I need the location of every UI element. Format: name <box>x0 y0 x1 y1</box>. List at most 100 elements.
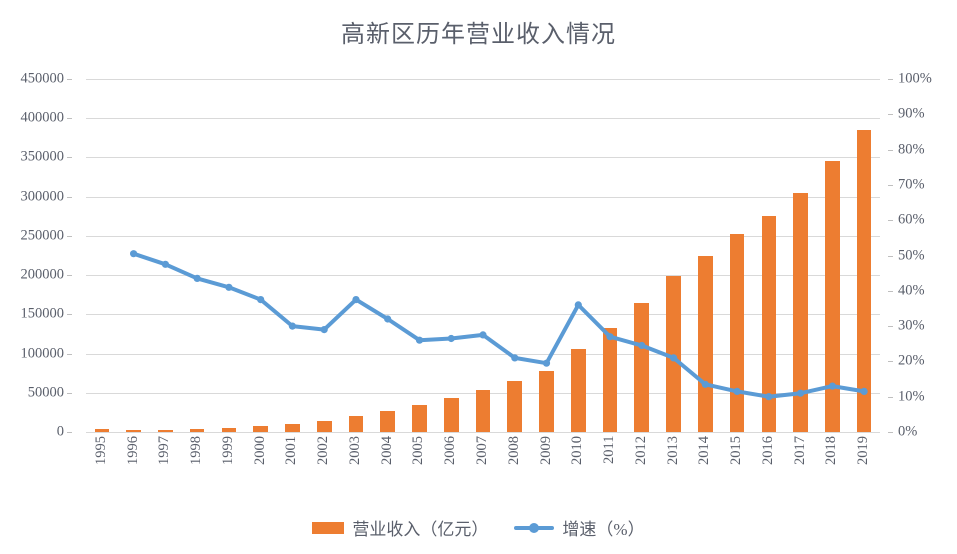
x-axis-tick-label-2006: 2006 <box>442 436 459 465</box>
left-axis-tick-mark <box>67 235 72 237</box>
bar-2003[interactable] <box>348 415 364 432</box>
bar-2019[interactable] <box>856 130 872 432</box>
bar-2006[interactable] <box>443 398 459 432</box>
legend-label-growth: 增速（%） <box>562 520 645 539</box>
line-point-2010[interactable] <box>574 301 582 309</box>
gridline <box>86 118 880 120</box>
line-point-2013[interactable] <box>670 354 678 362</box>
right-axis-tick-label: 0% <box>898 423 918 440</box>
right-axis-tick-mark <box>888 79 893 80</box>
bar-series-营业收入 <box>86 79 880 432</box>
line-point-2007[interactable] <box>479 331 487 339</box>
line-point-2005[interactable] <box>415 336 424 344</box>
right-axis-tick-label: 40% <box>898 282 925 299</box>
x-axis-tick-label-2016: 2016 <box>759 436 776 465</box>
bar-2017[interactable] <box>793 192 808 432</box>
legend-item-growth[interactable]: 增速（%） <box>514 515 645 540</box>
left-axis-tick-mark <box>67 118 72 120</box>
x-axis-tick-label-2005: 2005 <box>410 436 427 465</box>
right-axis-tick-mark <box>888 149 893 151</box>
line-point-2004[interactable] <box>384 315 392 323</box>
line-point-1999[interactable] <box>225 283 233 291</box>
right-axis-tick-mark <box>888 114 893 116</box>
left-axis-tick-label: 50000 <box>27 384 64 401</box>
gridline <box>86 432 880 433</box>
left-axis-tick-label: 200000 <box>20 266 65 283</box>
line-point-2011[interactable] <box>606 333 614 341</box>
right-axis-tick-mark <box>888 255 893 257</box>
bar-2013[interactable] <box>666 275 681 432</box>
line-point-2012[interactable] <box>638 341 646 350</box>
right-axis-tick-mark <box>888 326 893 328</box>
bar-2005[interactable] <box>412 405 427 432</box>
right-axis-tick-mark <box>888 220 893 222</box>
right-axis-tick-label: 90% <box>898 105 925 122</box>
bar-2010[interactable] <box>570 348 586 432</box>
x-axis-tick-label-2004: 2004 <box>378 436 395 465</box>
right-axis-labels: 0% 10% 20% 30% 40% 50% 60% 70% 80% 90% 100% <box>888 71 953 440</box>
plot-area <box>86 79 880 433</box>
line-point-2001[interactable] <box>288 322 296 330</box>
gridline <box>86 157 880 159</box>
line-point-2016[interactable] <box>765 393 773 401</box>
legend-item-revenue[interactable]: 营业收入（亿元） <box>312 515 488 540</box>
bar-1999[interactable] <box>221 427 237 432</box>
bar-swatch-icon <box>312 521 345 534</box>
bar-2012[interactable] <box>634 302 650 432</box>
chart-legend: 营业收入（亿元） 增速（%） <box>0 515 957 540</box>
bar-1998[interactable] <box>189 428 205 432</box>
x-axis-tick-label-2014: 2014 <box>696 436 713 465</box>
line-point-2009[interactable] <box>542 359 551 367</box>
x-axis-tick-label-2007: 2007 <box>474 436 490 465</box>
bar-2000[interactable] <box>253 425 268 432</box>
bar-2001[interactable] <box>285 423 300 432</box>
line-point-2003[interactable] <box>352 296 360 304</box>
line-point-2017[interactable] <box>797 389 805 397</box>
left-axis-tick-mark <box>67 79 72 80</box>
bar-2008[interactable] <box>507 381 523 432</box>
bar-2014[interactable] <box>698 255 713 432</box>
bar-2004[interactable] <box>380 410 396 432</box>
x-axis-tick-label-1997: 1997 <box>156 436 173 465</box>
line-point-2015[interactable] <box>733 387 741 395</box>
line-point-2002[interactable] <box>320 326 328 334</box>
left-axis-tick-label: 100000 <box>20 345 65 362</box>
bar-1995[interactable] <box>94 429 110 432</box>
right-axis-tick-label: 80% <box>898 141 925 158</box>
x-axis-tick-label-2018: 2018 <box>823 436 840 465</box>
x-axis-tick-label-2000: 2000 <box>251 436 268 465</box>
bar-2015[interactable] <box>729 234 745 432</box>
bar-1996[interactable] <box>126 430 141 432</box>
line-point-2014[interactable] <box>701 380 709 388</box>
bar-2018[interactable] <box>825 160 840 432</box>
bar-2002[interactable] <box>316 420 332 432</box>
right-axis-tick-mark <box>888 396 893 398</box>
right-axis-tick-label: 60% <box>898 211 925 228</box>
line-point-2008[interactable] <box>511 354 519 362</box>
bar-2007[interactable] <box>475 390 491 432</box>
right-axis-tick-label: 70% <box>898 176 925 193</box>
line-point-2000[interactable] <box>257 296 265 304</box>
gridline <box>86 196 880 198</box>
bar-1997[interactable] <box>158 429 173 432</box>
gridline <box>86 314 880 316</box>
x-axis-tick-label-1995: 1995 <box>92 436 109 465</box>
line-point-2006[interactable] <box>447 334 455 343</box>
left-axis-tick-label: 450000 <box>20 70 65 87</box>
bar-2016[interactable] <box>761 216 777 432</box>
x-axis-tick-label-1998: 1998 <box>188 436 205 465</box>
x-axis-tick-label-2002: 2002 <box>315 436 332 465</box>
line-point-1997[interactable] <box>161 260 169 268</box>
left-axis-tick-mark <box>67 353 72 355</box>
line-point-1996[interactable] <box>130 250 138 258</box>
line-point-1998[interactable] <box>193 274 201 282</box>
line-point-2019[interactable] <box>860 387 868 395</box>
left-axis-tick-mark <box>67 392 72 394</box>
x-axis-tick-label-2019: 2019 <box>855 436 872 465</box>
bar-2009[interactable] <box>539 370 554 432</box>
gridline <box>86 235 880 237</box>
x-axis-tick-label-2010: 2010 <box>569 436 586 465</box>
line-point-2018[interactable] <box>828 382 837 390</box>
bar-2011[interactable] <box>602 328 618 432</box>
